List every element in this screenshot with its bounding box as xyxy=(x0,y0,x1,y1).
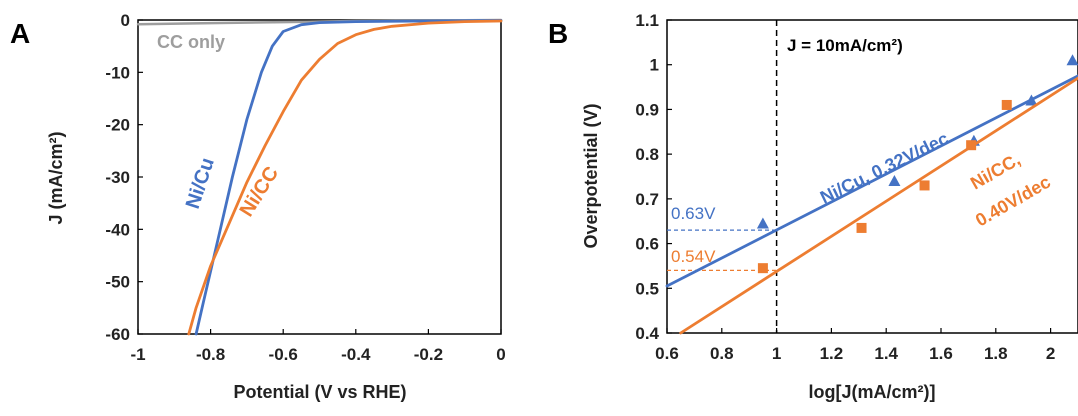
panel-b: B 0.6 0.8 1 1.2 1.4 1.6 1.8 2 0.4 0.5 0.6 0.7 0.8 0.9… xyxy=(548,11,1078,402)
panel-a: A -1 -0.8 -0.6 -0.4 -0.2 0 0 -10 -20 -30 -40 -50 -60… xyxy=(10,11,506,402)
y-tick-label-a: -60 xyxy=(105,325,130,344)
y-tick-label-b: 0.4 xyxy=(635,324,659,343)
x-tick-label-b: 0.6 xyxy=(655,344,679,363)
x-axis-label-a: Potential (V vs RHE) xyxy=(233,382,406,402)
data-point-nicu xyxy=(888,174,901,186)
y-tick-label-b: 0.6 xyxy=(635,235,659,254)
vline-label: J = 10mA/cm²) xyxy=(787,36,903,55)
fit-line-nicu xyxy=(665,74,1078,288)
y-tick-label-a: -10 xyxy=(105,63,130,82)
hline-label-nicu: 0.63V xyxy=(671,204,716,223)
x-tick-label-a: 0 xyxy=(496,345,505,364)
x-tick-label-b: 0.8 xyxy=(710,344,734,363)
plot-frame-b xyxy=(666,19,1078,334)
x-tick-label-b: 1 xyxy=(772,344,781,363)
x-tick-label-b: 1.6 xyxy=(929,344,953,363)
y-tick-label-b: 0.7 xyxy=(635,190,659,209)
y-tick-label-b: 1.1 xyxy=(635,11,659,30)
data-point-nicu xyxy=(1066,54,1078,66)
data-point-nicu xyxy=(756,217,769,229)
x-tick-label-b: 1.4 xyxy=(874,344,898,363)
data-point-nicc xyxy=(966,140,977,151)
x-tick-label-a: -1 xyxy=(130,345,145,364)
x-tick-label-b: 1.8 xyxy=(984,344,1008,363)
series-line-ni-cu xyxy=(194,19,503,336)
x-tick-label-a: -0.4 xyxy=(341,345,371,364)
hline-label-nicc: 0.54V xyxy=(671,247,716,266)
x-tick-label-a: -0.2 xyxy=(414,345,443,364)
y-tick-label-a: -50 xyxy=(105,273,130,292)
y-tick-label-a: -20 xyxy=(105,116,130,135)
y-tick-label-b: 0.5 xyxy=(635,279,659,298)
data-point-nicc xyxy=(919,180,930,191)
x-tick-label-a: -0.6 xyxy=(269,345,298,364)
y-tick-label-b: 1 xyxy=(650,56,659,75)
data-point-nicc xyxy=(757,263,768,274)
y-tick-label-a: -40 xyxy=(105,220,130,239)
panel-label-a: A xyxy=(10,18,30,49)
y-tick-label-b: 0.9 xyxy=(635,100,659,119)
x-tick-label-b: 1.2 xyxy=(820,344,844,363)
data-point-nicc xyxy=(1001,99,1012,110)
x-tick-label-a: -0.8 xyxy=(196,345,225,364)
fit-line-nicc xyxy=(679,76,1078,335)
panel-label-b: B xyxy=(548,18,568,49)
data-point-nicc xyxy=(856,222,867,233)
y-tick-label-a: -30 xyxy=(105,168,130,187)
y-tick-label-a: 0 xyxy=(121,11,130,30)
x-tick-label-b: 2 xyxy=(1046,344,1055,363)
annotation-cc-only: CC only xyxy=(157,32,225,52)
y-tick-label-b: 0.8 xyxy=(635,145,659,164)
plot-frame-a xyxy=(137,19,502,335)
x-axis-label-b: log[J(mA/cm²)] xyxy=(809,382,936,402)
y-axis-label-a: J (mA/cm²) xyxy=(46,131,66,224)
y-axis-label-b: Overpotential (V) xyxy=(581,103,601,248)
data-point-nicu xyxy=(1025,94,1038,106)
series-line-ni-cc xyxy=(187,19,503,336)
